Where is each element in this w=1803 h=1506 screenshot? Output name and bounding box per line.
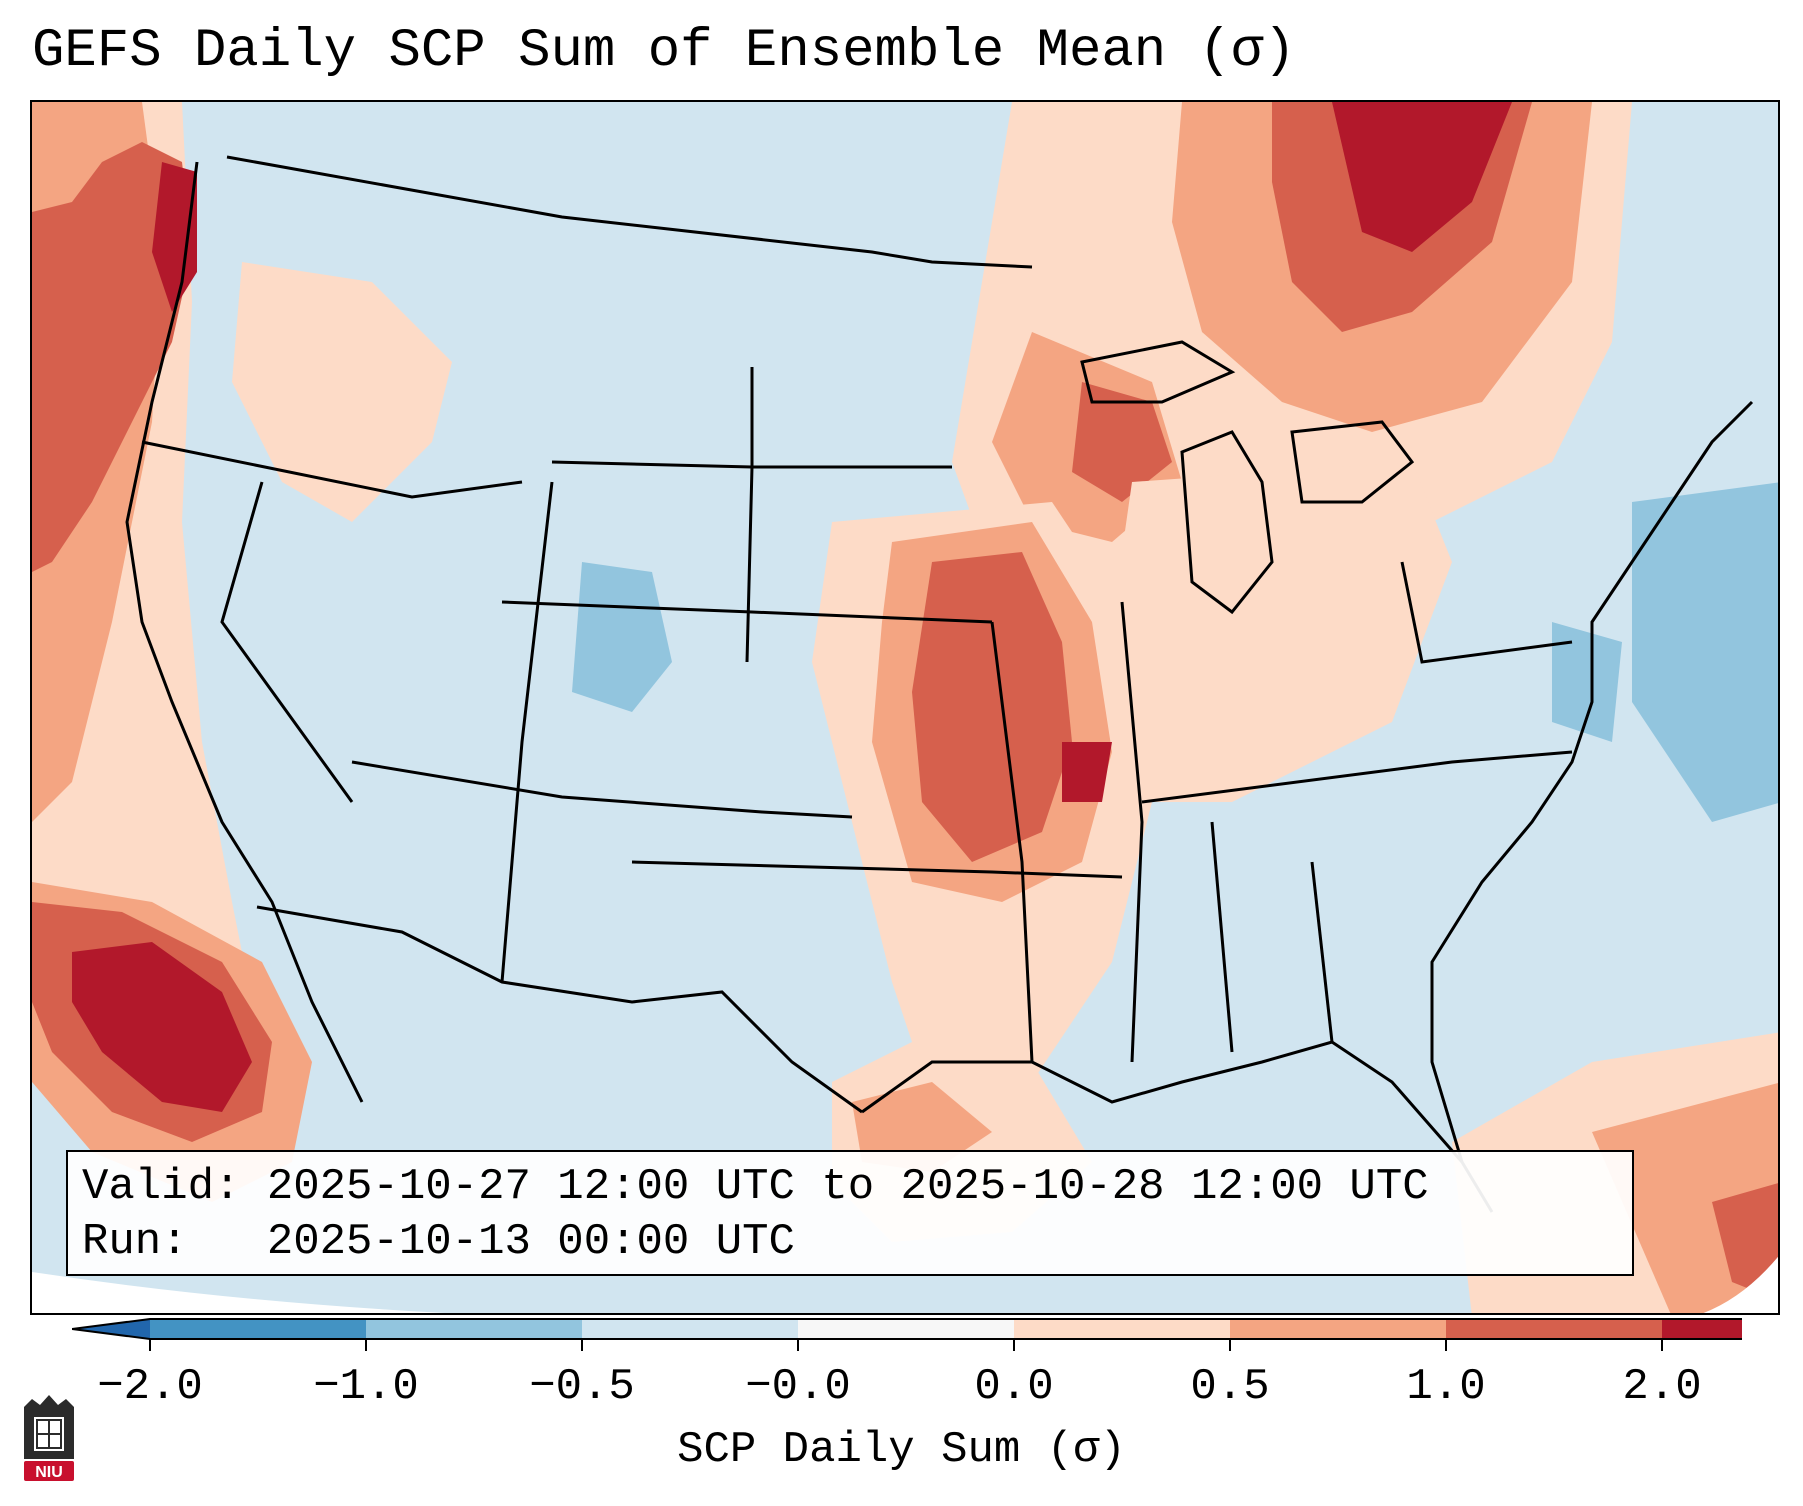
colorbar-tick-label: 0.5 [1190,1362,1270,1412]
map-canvas [32,102,1778,1313]
great-lakes [1180,430,1274,615]
valid-run-info-box: Valid: 2025-10-27 12:00 UTC to 2025-10-2… [66,1150,1634,1276]
state-line [501,600,993,624]
colorbar-extend-low [72,1319,150,1339]
colorbar-segment [798,1319,1014,1339]
colorbar-segments [72,1318,1742,1340]
run-label: Run: [82,1217,188,1267]
colorbar-tick-label: −0.5 [529,1362,635,1412]
state-line [1210,821,1234,1053]
state-line [1141,750,1573,804]
gulf-coast [861,1040,1494,1213]
anomaly-region [1712,1183,1778,1301]
logo-text: NIU [35,1464,63,1481]
state-line [990,621,1034,1063]
east-coast [1430,400,1754,1163]
state-line [500,481,554,983]
anomaly-region [912,552,1072,862]
great-lakes [1290,420,1415,504]
colorbar-segment [1662,1319,1742,1339]
colorbar-tick-label: −1.0 [313,1362,419,1412]
anomaly-region [32,142,192,572]
colorbar-tick-label: −2.0 [97,1362,203,1412]
state-line [745,367,754,663]
colorbar-segment [1446,1319,1662,1339]
canada-border [226,155,1033,269]
colorbar-tick-label: −0.0 [745,1362,851,1412]
anomaly-region [232,262,452,522]
state-line [1120,601,1144,1063]
colorbar [72,1318,1742,1351]
run-time: 2025-10-13 00:00 UTC [266,1217,795,1267]
boundaries [125,155,1754,1213]
colorbar-tick-label: 2.0 [1622,1362,1702,1412]
colorbar-segment [582,1319,798,1339]
colorbar-segment [1014,1319,1230,1339]
domain-edge [1703,1256,1778,1313]
anomaly-region [1632,482,1778,822]
colorbar-tick-label: 1.0 [1406,1362,1486,1412]
state-line [141,440,523,499]
anomaly-region [1332,102,1512,252]
colorbar-label: SCP Daily Sum (σ) [677,1425,1126,1475]
anomaly-field [32,102,1778,1313]
colorbar-segment [150,1319,366,1339]
anomaly-region [1552,622,1622,742]
mexico-border [256,905,863,1114]
anomaly-region [1112,462,1452,802]
state-line [1400,561,1573,664]
state-line [1310,861,1334,1043]
colorbar-segment [366,1319,582,1339]
state-line [631,860,1123,879]
domain-edge [32,1272,445,1313]
valid-time-range: 2025-10-27 12:00 UTC to 2025-10-28 12:00… [266,1162,1429,1212]
map-title: GEFS Daily SCP Sum of Ensemble Mean (σ) [32,21,1296,82]
anomaly-region [1072,382,1172,502]
anomaly-region [852,1082,992,1172]
great-lakes [1080,340,1236,404]
map-panel[interactable] [30,100,1780,1315]
colorbar-tick-label: 0.0 [974,1362,1054,1412]
colorbar-ticks [149,1339,1663,1351]
west-coast [125,161,364,1103]
colorbar-segment [1230,1319,1446,1339]
state-line [351,760,853,819]
anomaly-region [152,162,197,312]
anomaly-region [1062,742,1112,802]
anomaly-region [572,562,672,712]
niu-logo-icon: NIU [24,1395,74,1481]
valid-label: Valid: [82,1162,241,1212]
state-line [220,481,354,803]
anomaly-region [72,942,252,1112]
